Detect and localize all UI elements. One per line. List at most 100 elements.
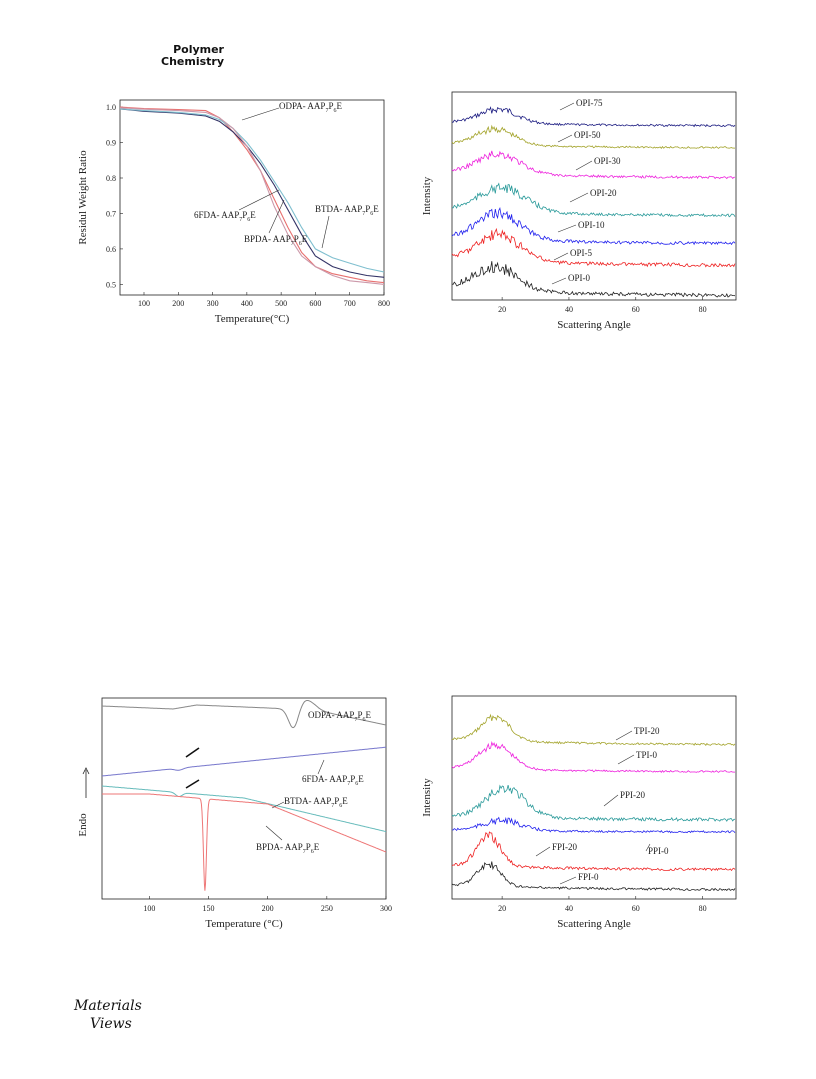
journal-name: Polymer Chemistry xyxy=(140,44,224,68)
dsc-chart: 100 150 200 250 300 Temperature (°C) Endo ODPA-… xyxy=(74,690,394,940)
annotation-bpda: BPDA- AAP7P6E xyxy=(256,842,320,855)
leader-2 xyxy=(575,160,593,171)
x-tick-label: 60 xyxy=(632,305,640,314)
journal-name-line1: Polymer xyxy=(173,43,224,56)
leader-1 xyxy=(557,134,573,143)
y-axis-label: Intensity xyxy=(421,778,433,817)
leader-0 xyxy=(559,102,575,111)
leader-5 xyxy=(559,876,577,885)
series-line-2 xyxy=(451,150,736,180)
x-axis-label: Temperature (°C) xyxy=(205,918,283,930)
series-label-4: FPI-20 xyxy=(552,842,578,852)
series-line-0 xyxy=(452,106,736,128)
xrd-tpi-chart: 20 40 60 80 Scattering Angle Intensity TPI-20 T… xyxy=(418,690,748,940)
x-tick-label: 60 xyxy=(632,904,640,913)
tga-chart: 100 200 300 400 500 600 700 800 0.5 0.6 0.7 0.8 0.9 1… xyxy=(74,92,394,330)
leader-btda xyxy=(321,215,330,249)
x-tick-label: 100 xyxy=(143,904,155,913)
series-label-5: OPI-5 xyxy=(570,248,592,258)
x-tick-label: 20 xyxy=(498,904,506,913)
annotation-6fda: 6FDA- AAP7P6E xyxy=(194,210,256,223)
y-axis-label: Endo xyxy=(77,813,89,837)
x-tick-label: 600 xyxy=(309,299,321,308)
endo-arrow-head xyxy=(82,767,90,775)
series-label-6: OPI-0 xyxy=(568,273,590,283)
y-tick-label: 0.6 xyxy=(106,245,116,254)
leader-0 xyxy=(615,730,633,741)
leader-6fda xyxy=(238,189,280,211)
annotation-btda: BTDA- AAP7P6E xyxy=(315,204,379,217)
series-line-0 xyxy=(119,106,385,284)
xrd-tpi-svg: 20 40 60 80 Scattering Angle Intensity TPI-20 T… xyxy=(421,695,737,930)
leader-1 xyxy=(617,754,635,765)
x-tick-label: 80 xyxy=(699,904,707,913)
series-line-3 xyxy=(451,816,736,834)
x-tick-label: 500 xyxy=(275,299,287,308)
leader-3 xyxy=(645,843,651,852)
tga-svg: 100 200 300 400 500 600 700 800 0.5 0.6 0.7 0.8 0.9 1… xyxy=(77,99,390,325)
series-line-1 xyxy=(101,746,387,777)
leader-bpda xyxy=(268,199,285,234)
annotation-odpa: ODPA- AAP7P6E xyxy=(308,710,371,723)
series-line-4 xyxy=(451,206,736,246)
x-tick-label: 100 xyxy=(138,299,150,308)
leader-5 xyxy=(553,252,569,261)
logo-line1: Materials xyxy=(73,998,142,1014)
plot-frame xyxy=(119,99,385,296)
series-line-6 xyxy=(451,261,736,298)
series-line-2 xyxy=(119,108,385,273)
series-line-1 xyxy=(119,108,385,278)
leader-6fda xyxy=(317,759,325,775)
plot-frame xyxy=(451,91,737,301)
series-label-5: FPI-0 xyxy=(578,872,599,882)
series-line-2 xyxy=(451,784,736,822)
series-line-4 xyxy=(451,831,736,872)
annotation-bpda: BPDA- AAP7P6E xyxy=(244,234,308,247)
x-tick-label: 700 xyxy=(344,299,356,308)
x-tick-label: 300 xyxy=(380,904,392,913)
x-tick-label: 800 xyxy=(378,299,390,308)
leader-bpda xyxy=(265,825,283,841)
leader-4 xyxy=(535,846,551,857)
journal-name-line2: Chemistry xyxy=(161,55,224,68)
y-axis-label: Residul Weight Ratio xyxy=(77,150,89,245)
materials-views-logo: Materials Views xyxy=(72,994,142,1034)
series-label-3: PPI-0 xyxy=(648,846,669,856)
y-tick-label: 0.5 xyxy=(106,280,116,289)
x-tick-label: 200 xyxy=(172,299,184,308)
series-label-4: OPI-10 xyxy=(578,220,605,230)
x-tick-label: 40 xyxy=(565,305,573,314)
series-label-2: PPI-20 xyxy=(620,790,646,800)
series-label-1: OPI-50 xyxy=(574,130,601,140)
x-axis-label: Temperature(°C) xyxy=(215,313,290,325)
annotation-odpa: ODPA- AAP7P6E xyxy=(279,101,342,114)
plot-frame xyxy=(101,697,387,900)
x-tick-label: 80 xyxy=(699,305,707,314)
x-tick-label: 400 xyxy=(241,299,253,308)
series-label-3: OPI-20 xyxy=(590,188,617,198)
x-axis-label: Scattering Angle xyxy=(557,319,631,331)
leader-2 xyxy=(603,794,619,807)
x-tick-label: 250 xyxy=(321,904,333,913)
y-tick-label: 1.0 xyxy=(106,103,116,112)
x-axis-label: Scattering Angle xyxy=(557,918,631,930)
x-tick-label: 200 xyxy=(262,904,274,913)
y-tick-label: 0.8 xyxy=(106,174,116,183)
series-line-0 xyxy=(102,700,387,729)
series-line-2 xyxy=(102,785,387,833)
leader-odpa xyxy=(241,107,280,121)
x-tick-label: 300 xyxy=(207,299,219,308)
arrow-marker-1 xyxy=(185,747,200,758)
x-tick-label: 40 xyxy=(565,904,573,913)
x-tick-label: 150 xyxy=(203,904,215,913)
series-line-3 xyxy=(452,182,736,218)
leader-4 xyxy=(557,224,577,233)
series-line-3 xyxy=(119,107,385,285)
leader-3 xyxy=(569,192,589,203)
y-tick-label: 0.9 xyxy=(106,139,116,148)
arrow-marker-2 xyxy=(185,779,200,789)
xrd-opi-chart: 20 40 60 80 Scattering Angle Intensity OPI-75 O… xyxy=(418,86,748,342)
series-line-1 xyxy=(451,124,736,149)
series-line-0 xyxy=(452,713,736,746)
series-line-5 xyxy=(451,227,736,268)
